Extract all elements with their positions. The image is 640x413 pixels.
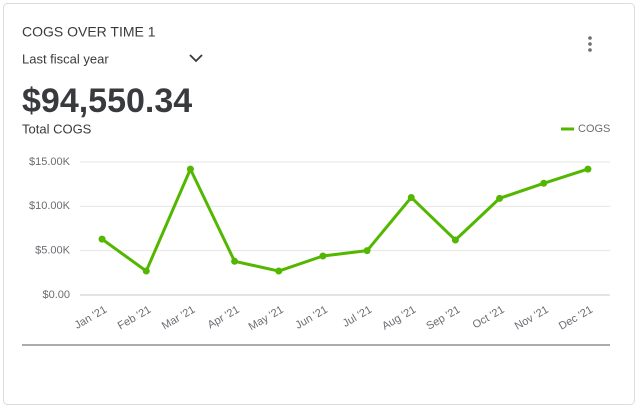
card-frame (3, 3, 635, 405)
data-point (363, 247, 371, 255)
data-point (540, 179, 548, 187)
data-point (407, 193, 415, 201)
legend-label: COGS (578, 123, 610, 135)
y-tick-label: $5.00K (35, 245, 71, 257)
menu-icon[interactable] (588, 36, 592, 40)
data-point (451, 236, 459, 244)
period-dropdown[interactable]: Last fiscal year (22, 51, 109, 66)
y-tick-label: $15.00K (29, 156, 71, 168)
data-point (142, 267, 150, 275)
data-point (98, 235, 106, 243)
data-point (186, 165, 194, 173)
menu-icon-dot (588, 42, 592, 46)
y-tick-label: $0.00 (42, 289, 70, 301)
total-label: Total COGS (22, 121, 92, 136)
data-point (584, 165, 592, 173)
total-value: $94,550.34 (22, 82, 192, 120)
data-point (496, 194, 504, 202)
dropdown-chevron[interactable] (189, 54, 203, 63)
series-line (101, 167, 589, 273)
data-point (319, 252, 327, 260)
menu-icon-dot (588, 48, 592, 52)
data-point (231, 257, 239, 265)
y-tick-label: $10.00K (29, 200, 71, 212)
data-point (275, 267, 283, 275)
card-title: COGS OVER TIME 1 (22, 24, 156, 40)
